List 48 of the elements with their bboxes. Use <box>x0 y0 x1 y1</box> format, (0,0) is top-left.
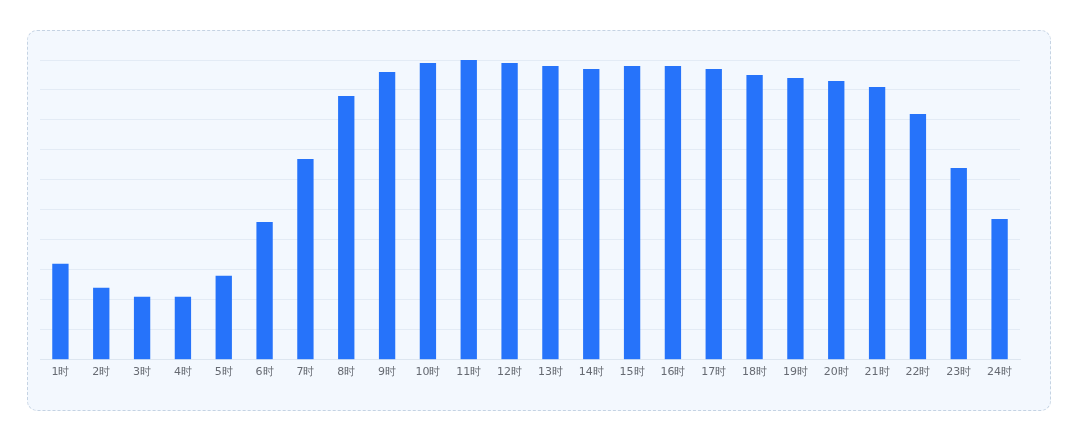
bar <box>583 68 600 360</box>
bar <box>787 77 804 360</box>
x-tick-label: 23时 <box>946 365 972 379</box>
x-tick-label: 13时 <box>537 365 563 379</box>
bar <box>828 80 845 360</box>
x-tick-label: 2时 <box>92 365 111 379</box>
x-tick-label: 10时 <box>415 365 441 379</box>
x-tick-label: 12时 <box>497 365 523 379</box>
x-tick-label: 19时 <box>782 365 808 379</box>
bar <box>868 86 886 360</box>
bar <box>542 66 559 360</box>
x-tick-label: 7时 <box>296 365 315 379</box>
bar <box>460 60 477 360</box>
bar <box>623 66 641 360</box>
bar <box>378 71 396 360</box>
bar <box>705 68 722 360</box>
bar <box>991 218 1008 360</box>
bar <box>52 263 69 360</box>
x-tick-label: 22时 <box>905 365 931 379</box>
x-tick-label: 15时 <box>619 365 645 379</box>
x-tick-label: 6时 <box>255 365 274 379</box>
x-tick-label: 1时 <box>51 365 70 379</box>
x-tick-label: 17时 <box>701 365 727 379</box>
x-tick-label: 3时 <box>133 365 152 379</box>
bar <box>338 95 355 360</box>
bar <box>297 158 314 360</box>
x-tick-label: 5时 <box>214 365 233 379</box>
x-tick-label: 9时 <box>378 365 397 379</box>
bar <box>215 275 232 360</box>
x-tick-label: 16时 <box>660 365 686 379</box>
bar <box>93 287 110 360</box>
x-tick-label: 21时 <box>864 365 890 379</box>
x-tick-label: 8时 <box>337 365 356 379</box>
bar <box>664 66 682 360</box>
bar <box>909 113 927 360</box>
x-tick-label: 24时 <box>987 365 1013 379</box>
bar <box>746 74 763 360</box>
bar <box>256 221 273 360</box>
x-tick-label: 4时 <box>173 365 192 379</box>
x-tick-label: 14时 <box>578 365 604 379</box>
bar <box>501 63 518 360</box>
x-tick-label: 18时 <box>742 365 768 379</box>
bar <box>133 296 151 360</box>
x-tick-label: 20时 <box>823 365 849 379</box>
bar <box>419 63 437 360</box>
bar <box>174 296 192 360</box>
bar <box>950 167 967 360</box>
x-tick-label: 11时 <box>456 365 482 379</box>
